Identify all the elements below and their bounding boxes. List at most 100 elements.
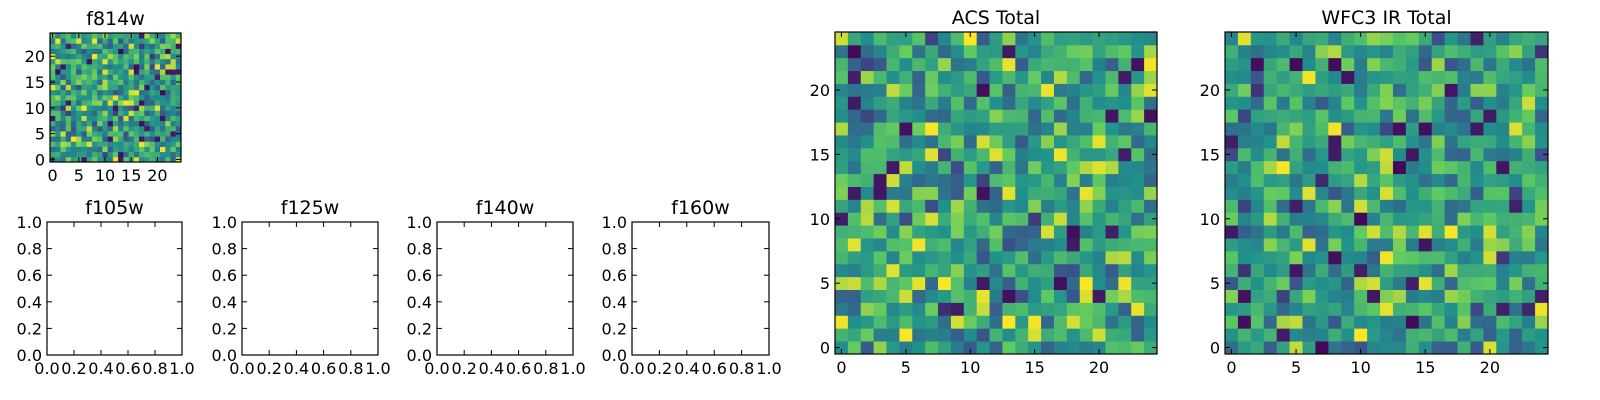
heatmap-cell — [1535, 302, 1549, 316]
y-tick-label: 0.2 — [602, 319, 627, 338]
heatmap-cell — [899, 70, 913, 84]
heatmap-cell — [91, 53, 98, 60]
heatmap-cell — [1315, 83, 1329, 97]
heatmap-cell — [107, 43, 114, 49]
heatmap-cell — [1367, 44, 1381, 59]
heatmap-cell — [899, 341, 913, 355]
heatmap-cell — [950, 302, 965, 316]
x-tick-label: 0.6 — [115, 359, 140, 378]
heatmap-cell — [1028, 32, 1042, 46]
heatmap-cell — [899, 289, 913, 303]
heatmap-cell — [1509, 328, 1523, 342]
heatmap-cell — [112, 115, 119, 122]
heatmap-cell — [107, 94, 114, 101]
heatmap-cell — [86, 141, 93, 147]
heatmap-cell — [70, 146, 77, 153]
heatmap-cell — [1041, 315, 1055, 329]
heatmap-cell — [1392, 250, 1407, 265]
heatmap-cell — [97, 136, 103, 142]
heatmap-cell — [886, 212, 900, 226]
heatmap-cell — [139, 141, 145, 147]
heatmap-cell — [925, 212, 939, 226]
x-tick-label: 15 — [121, 166, 141, 185]
heatmap-cell — [1302, 315, 1316, 329]
heatmap-cell — [165, 79, 171, 85]
heatmap-cell — [81, 33, 88, 39]
heatmap-cell — [1131, 32, 1145, 46]
heatmap-cell — [1263, 186, 1278, 200]
heatmap-cell — [1354, 147, 1368, 162]
heatmap-cell — [76, 105, 82, 111]
heatmap-cell — [1237, 263, 1252, 278]
heatmap-cell — [139, 53, 145, 60]
heatmap-cell — [65, 94, 72, 101]
heatmap-cell — [950, 315, 965, 329]
heatmap-cell — [165, 38, 171, 44]
heatmap-cell — [835, 250, 849, 265]
heatmap-cell — [65, 105, 72, 111]
heatmap-cell — [1431, 250, 1446, 265]
heatmap-cell — [912, 109, 926, 123]
heatmap-cell — [1015, 96, 1029, 110]
heatmap-cell — [989, 199, 1003, 213]
heatmap-cell — [1105, 302, 1119, 316]
heatmap-cell — [1028, 302, 1042, 316]
heatmap-cell — [1522, 96, 1536, 110]
heatmap-cell — [1053, 147, 1068, 162]
heatmap-cell — [1289, 315, 1303, 329]
heatmap-cell — [886, 276, 900, 290]
heatmap-cell — [128, 89, 135, 96]
heatmap-cell — [70, 89, 77, 96]
heatmap-cell — [154, 146, 161, 153]
heatmap-cell — [1263, 70, 1278, 84]
heatmap-cell — [860, 238, 875, 252]
heatmap-cell — [55, 94, 61, 101]
heatmap-cell — [81, 146, 88, 153]
heatmap-cell — [1053, 289, 1068, 303]
heatmap-cell — [1496, 341, 1510, 355]
heatmap-cell — [1041, 57, 1055, 72]
heatmap-cell — [847, 186, 862, 200]
heatmap-cell — [1457, 341, 1471, 355]
heatmap-cell — [112, 141, 119, 147]
y-tick-label: 10 — [810, 210, 830, 229]
heatmap-cell — [1380, 302, 1394, 316]
heatmap-cell — [112, 120, 119, 127]
heatmap-cell — [1431, 315, 1446, 329]
heatmap-cell — [1341, 225, 1355, 239]
heatmap-cell — [899, 122, 913, 136]
heatmap-cell — [1328, 315, 1342, 329]
heatmap-cell — [1457, 186, 1471, 200]
heatmap-cell — [1457, 147, 1471, 162]
heatmap-cell — [107, 156, 114, 163]
heatmap-cell — [1341, 122, 1355, 136]
heatmap-cell — [1522, 70, 1536, 84]
heatmap-cell — [1392, 147, 1407, 162]
heatmap-cell — [976, 32, 990, 46]
heatmap-cell — [1328, 57, 1342, 72]
heatmap-cell — [1354, 32, 1368, 46]
heatmap-cell — [1225, 147, 1239, 162]
heatmap-cell — [102, 69, 109, 75]
heatmap-cell — [81, 63, 88, 70]
y-tick-label: 0.6 — [407, 266, 432, 285]
heatmap-cell — [860, 70, 875, 84]
heatmap-cell — [1380, 225, 1394, 239]
heatmap-cell — [989, 212, 1003, 226]
y-tick-label: 0.2 — [17, 319, 42, 338]
heatmap-cell — [950, 57, 965, 72]
heatmap-cell — [912, 83, 926, 97]
heatmap-cell — [102, 115, 109, 122]
heatmap-cell — [1341, 199, 1355, 213]
heatmap-cell — [1302, 263, 1316, 278]
heatmap-cell — [1041, 238, 1055, 252]
heatmap-cell — [144, 156, 150, 163]
heatmap-cell — [1105, 225, 1119, 239]
heatmap-cell — [1431, 96, 1446, 110]
heatmap-cell — [118, 58, 124, 65]
heatmap-cell — [170, 151, 177, 158]
heatmap-cell — [989, 70, 1003, 84]
heatmap-cell — [847, 328, 862, 342]
heatmap-cell — [1496, 135, 1510, 149]
